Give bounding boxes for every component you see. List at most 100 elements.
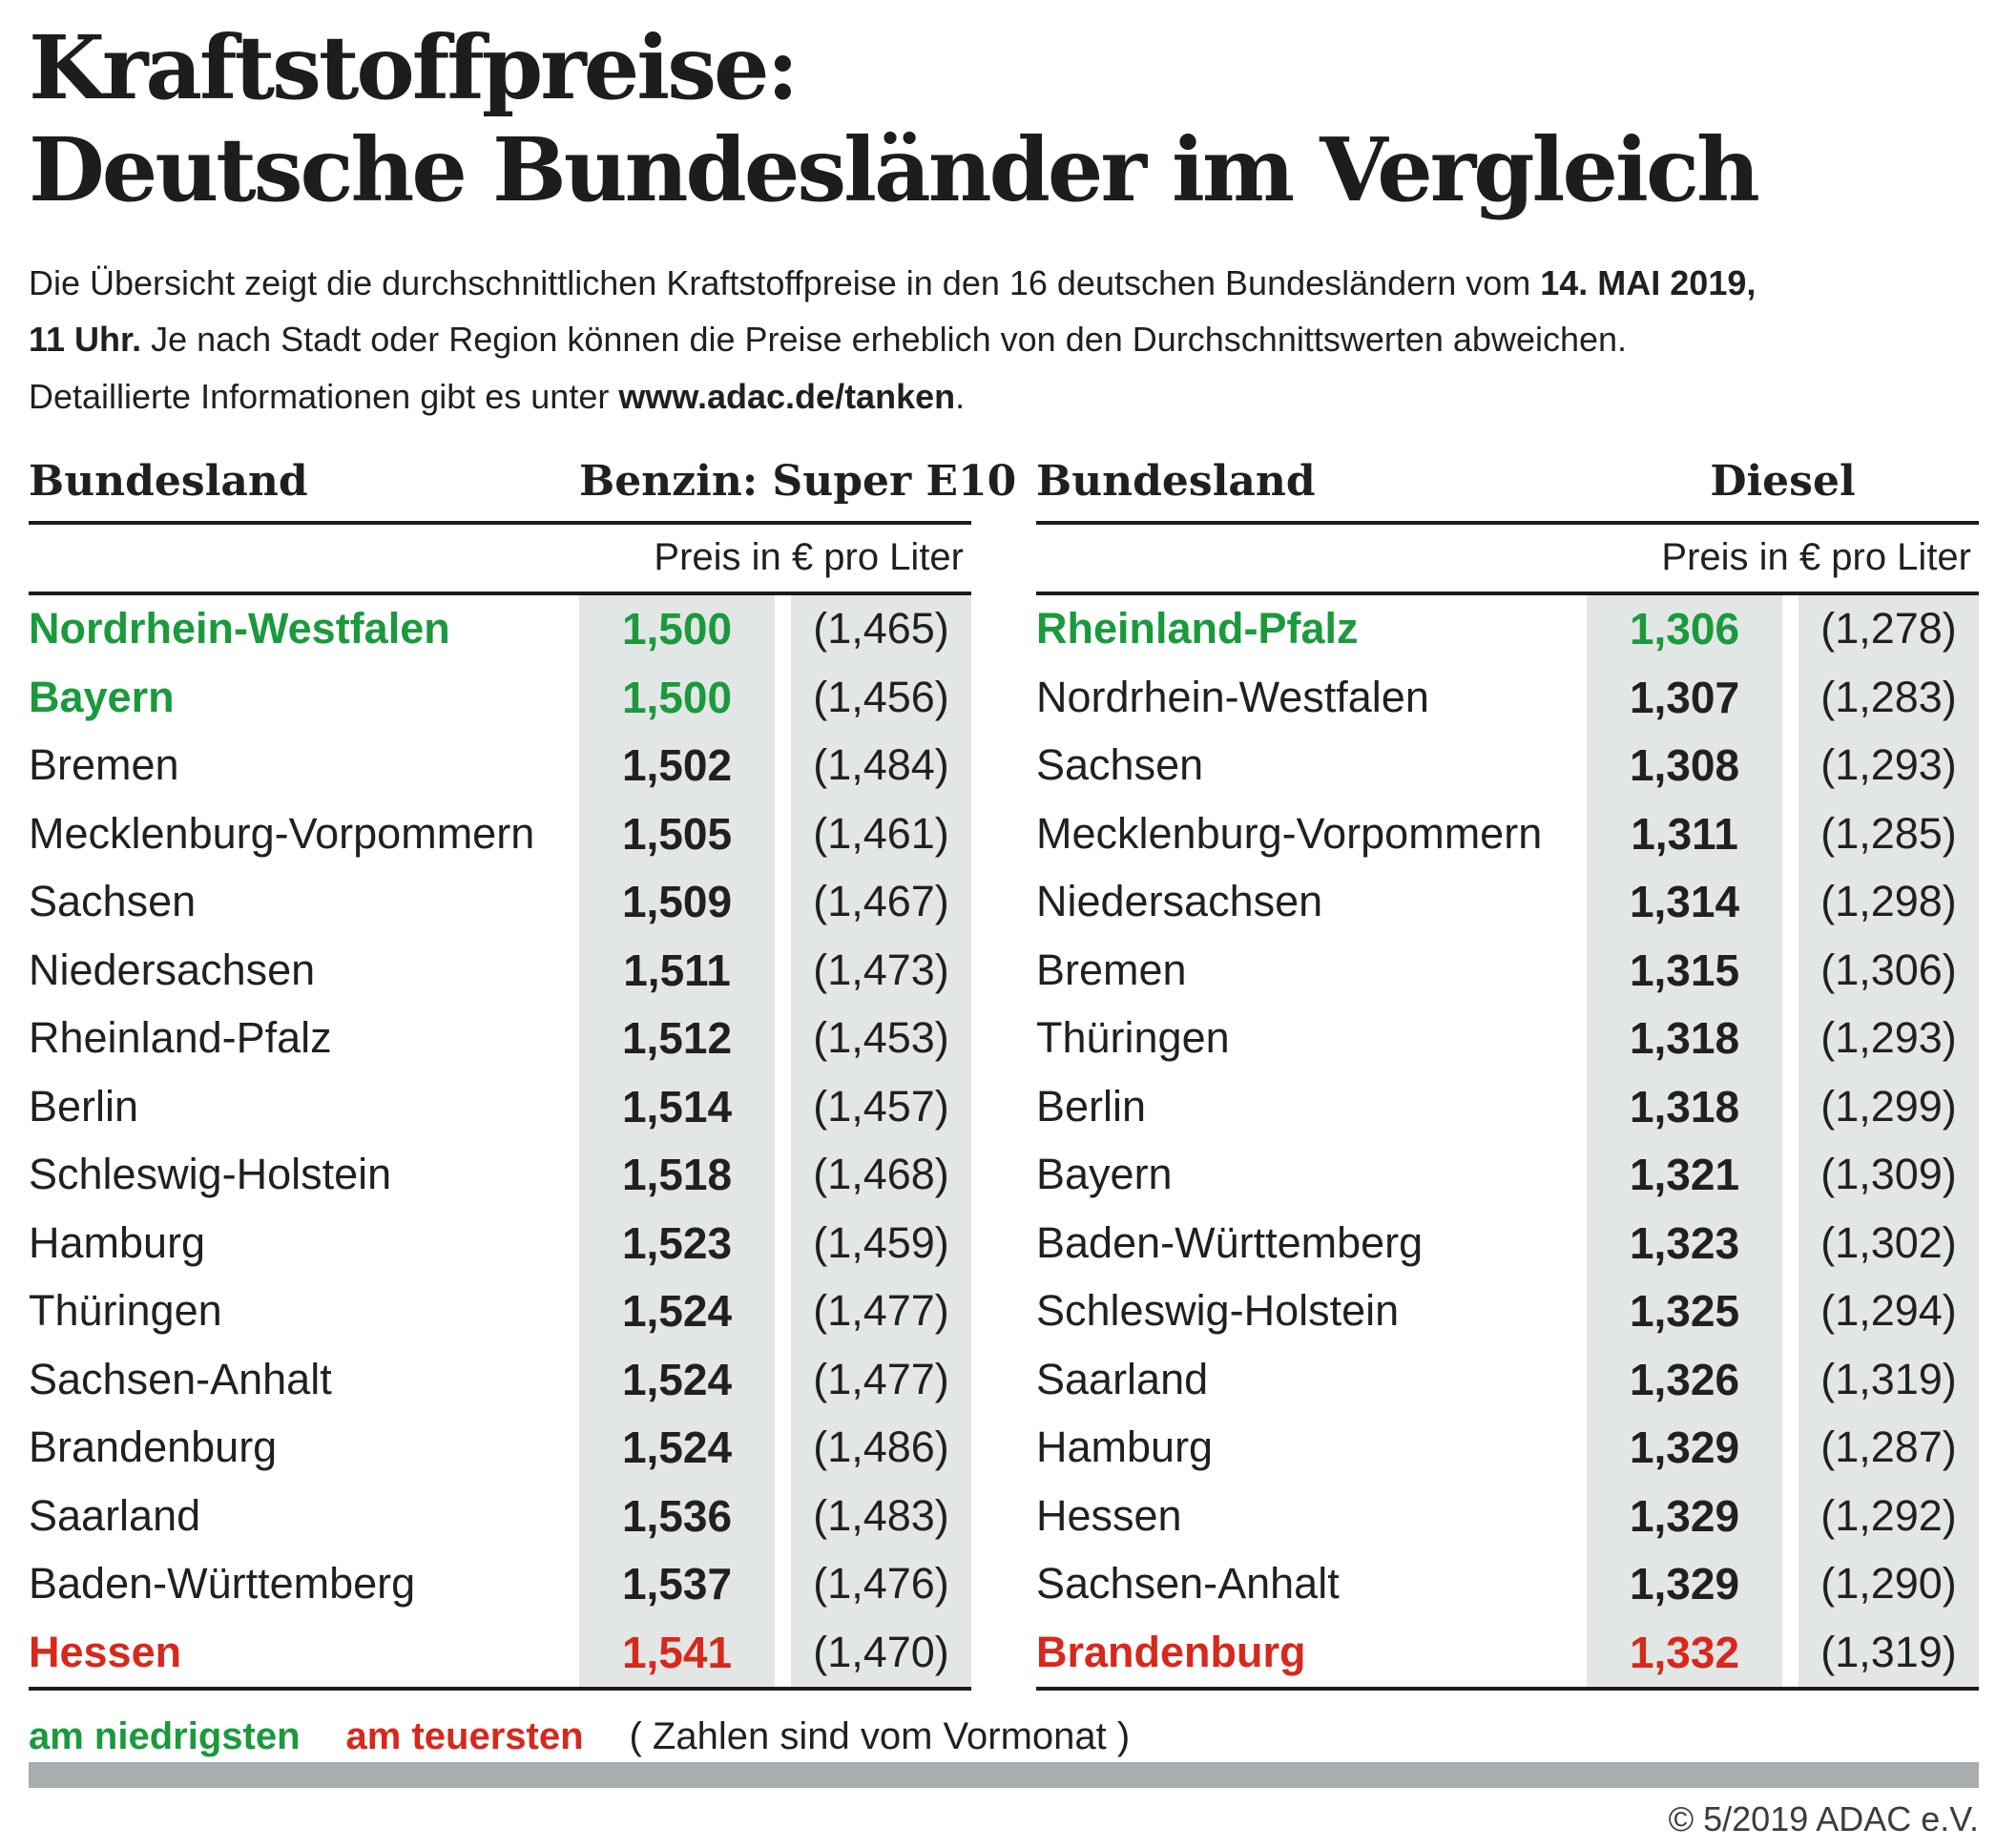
- diesel-unit-label: Preis in € pro Liter: [1661, 536, 1971, 579]
- intro-line-3-period: .: [955, 376, 966, 416]
- legend-lowest-label: am niedrigsten: [29, 1714, 301, 1757]
- price-current: 1,509: [579, 867, 775, 937]
- diesel-table: Bundesland Diesel Preis in € pro Liter R…: [1036, 453, 1979, 1691]
- state-name: Bayern: [29, 672, 175, 721]
- state-name: Bremen: [29, 740, 179, 790]
- price-previous: (1,470): [791, 1618, 971, 1687]
- price-current: 1,318: [1587, 1072, 1782, 1141]
- state-name: Baden-Württemberg: [1036, 1217, 1424, 1267]
- state-name: Saarland: [1036, 1354, 1209, 1403]
- price-current: 1,332: [1587, 1618, 1782, 1687]
- table-row: Mecklenburg-Vorpommern 1,505 (1,461): [29, 799, 971, 868]
- price-current: 1,308: [1587, 731, 1782, 800]
- table-row: Bayern 1,500 (1,456): [29, 663, 971, 732]
- column-gap: [775, 1550, 791, 1619]
- state-name: Schleswig-Holstein: [29, 1150, 392, 1199]
- price-previous: (1,290): [1798, 1549, 1979, 1619]
- state-name: Hessen: [29, 1627, 182, 1676]
- table-row: Bayern 1,321 (1,309): [1036, 1140, 1979, 1210]
- column-gap: [775, 1141, 791, 1210]
- state-name: Nordrhein-Westfalen: [29, 604, 450, 654]
- price-previous: (1,293): [1798, 731, 1979, 800]
- column-gap: [775, 1618, 791, 1687]
- price-previous: (1,477): [791, 1277, 971, 1346]
- page-title: Kraftstoffpreise: Deutsche Bundesländer …: [29, 17, 1979, 220]
- price-current: 1,326: [1587, 1345, 1782, 1414]
- state-name: Berlin: [1036, 1081, 1147, 1131]
- price-previous: (1,477): [791, 1345, 971, 1414]
- price-current: 1,518: [579, 1140, 775, 1210]
- table-row: Brandenburg 1,524 (1,486): [29, 1413, 971, 1483]
- price-tables: Bundesland Benzin: Super E10 Preis in € …: [29, 453, 1979, 1691]
- column-gap: [1782, 936, 1798, 1005]
- table-row: Rheinland-Pfalz 1,306 (1,278): [1036, 594, 1979, 664]
- intro-line-3: Detaillierte Informationen gibt es unter…: [29, 368, 1979, 425]
- benzin-subheader-rule: [29, 591, 971, 595]
- intro-line-1: Die Übersicht zeigt die durchschnittlich…: [29, 255, 1979, 311]
- column-gap: [1782, 1482, 1798, 1550]
- column-gap: [775, 799, 791, 868]
- price-current: 1,311: [1587, 799, 1782, 868]
- price-previous: (1,456): [791, 663, 971, 732]
- page-title-line-1: Kraftstoffpreise:: [29, 16, 799, 119]
- price-previous: (1,453): [791, 1004, 971, 1073]
- state-name: Sachsen-Anhalt: [1036, 1559, 1340, 1609]
- table-row: Schleswig-Holstein 1,325 (1,294): [1036, 1277, 1979, 1346]
- price-current: 1,314: [1587, 867, 1782, 937]
- price-current: 1,511: [579, 936, 775, 1005]
- column-gap: [1782, 1618, 1798, 1687]
- price-current: 1,306: [1587, 594, 1782, 664]
- price-previous: (1,319): [1798, 1345, 1979, 1414]
- table-row: Bremen 1,502 (1,484): [29, 731, 971, 800]
- price-current: 1,500: [579, 594, 775, 664]
- state-name: Bayern: [1036, 1150, 1173, 1199]
- column-gap: [1782, 732, 1798, 800]
- state-name: Hamburg: [29, 1217, 206, 1267]
- price-current: 1,523: [579, 1209, 775, 1277]
- diesel-bottom-rule: [1036, 1686, 1979, 1691]
- state-name: Niedersachsen: [29, 945, 316, 994]
- state-name: Rheinland-Pfalz: [29, 1013, 332, 1063]
- column-gap: [775, 1482, 791, 1550]
- price-previous: (1,292): [1798, 1482, 1979, 1550]
- price-previous: (1,293): [1798, 1004, 1979, 1073]
- price-previous: (1,309): [1798, 1140, 1979, 1210]
- table-row: Schleswig-Holstein 1,518 (1,468): [29, 1140, 971, 1210]
- state-name: Sachsen: [1036, 740, 1204, 790]
- price-current: 1,321: [1587, 1140, 1782, 1210]
- price-previous: (1,476): [791, 1549, 971, 1619]
- price-current: 1,329: [1587, 1482, 1782, 1550]
- column-gap: [1782, 1209, 1798, 1277]
- column-gap: [775, 663, 791, 732]
- column-gap: [775, 1345, 791, 1414]
- price-previous: (1,319): [1798, 1618, 1979, 1687]
- legend-highest-label: am teuersten: [345, 1714, 584, 1757]
- table-row: Sachsen-Anhalt 1,329 (1,290): [1036, 1549, 1979, 1619]
- table-row: Saarland 1,326 (1,319): [1036, 1345, 1979, 1414]
- column-gap: [1782, 663, 1798, 732]
- legend: am niedrigsten am teuersten ( Zahlen sin…: [29, 1715, 1979, 1758]
- intro-url-bold: www.adac.de/tanken: [618, 376, 956, 416]
- table-row: Niedersachsen 1,314 (1,298): [1036, 867, 1979, 937]
- intro-line-2: 11 Uhr. Je nach Stadt oder Region können…: [29, 311, 1979, 367]
- state-name: Niedersachsen: [1036, 877, 1323, 926]
- table-row: Bremen 1,315 (1,306): [1036, 936, 1979, 1005]
- price-previous: (1,459): [791, 1209, 971, 1277]
- intro-time-bold: 11 Uhr.: [29, 320, 142, 360]
- copyright-text: © 5/2019 ADAC e.V.: [1668, 1798, 1979, 1838]
- page-title-line-2: Deutsche Bundesländer im Vergleich: [29, 117, 1760, 221]
- column-gap: [775, 1277, 791, 1346]
- diesel-state-column-header: Bundesland: [1036, 456, 1316, 506]
- benzin-table: Bundesland Benzin: Super E10 Preis in € …: [29, 453, 1016, 1691]
- column-gap: [775, 1072, 791, 1141]
- state-name: Brandenburg: [1036, 1627, 1306, 1676]
- table-row: Thüringen 1,318 (1,293): [1036, 1004, 1979, 1073]
- price-previous: (1,306): [1798, 936, 1979, 1005]
- table-row: Hessen 1,329 (1,292): [1036, 1482, 1979, 1550]
- price-current: 1,524: [579, 1413, 775, 1483]
- column-gap: [1782, 1005, 1798, 1073]
- column-gap: [775, 595, 791, 664]
- table-row: Hessen 1,541 (1,470): [29, 1618, 971, 1687]
- table-row: Berlin 1,318 (1,299): [1036, 1072, 1979, 1141]
- column-gap: [1782, 1141, 1798, 1210]
